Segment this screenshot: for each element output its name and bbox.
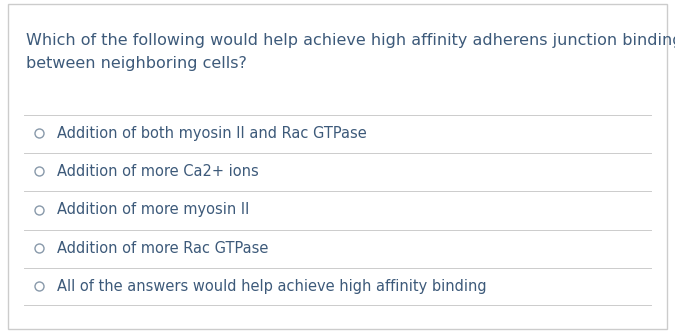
FancyBboxPatch shape (8, 4, 667, 329)
Text: Addition of more myosin II: Addition of more myosin II (57, 202, 250, 217)
Text: All of the answers would help achieve high affinity binding: All of the answers would help achieve hi… (57, 279, 487, 294)
Text: Addition of more Ca2+ ions: Addition of more Ca2+ ions (57, 164, 259, 179)
Text: Addition of both myosin II and Rac GTPase: Addition of both myosin II and Rac GTPas… (57, 126, 367, 141)
Text: Which of the following would help achieve high affinity adherens junction bindin: Which of the following would help achiev… (26, 33, 675, 71)
Text: Addition of more Rac GTPase: Addition of more Rac GTPase (57, 240, 269, 256)
